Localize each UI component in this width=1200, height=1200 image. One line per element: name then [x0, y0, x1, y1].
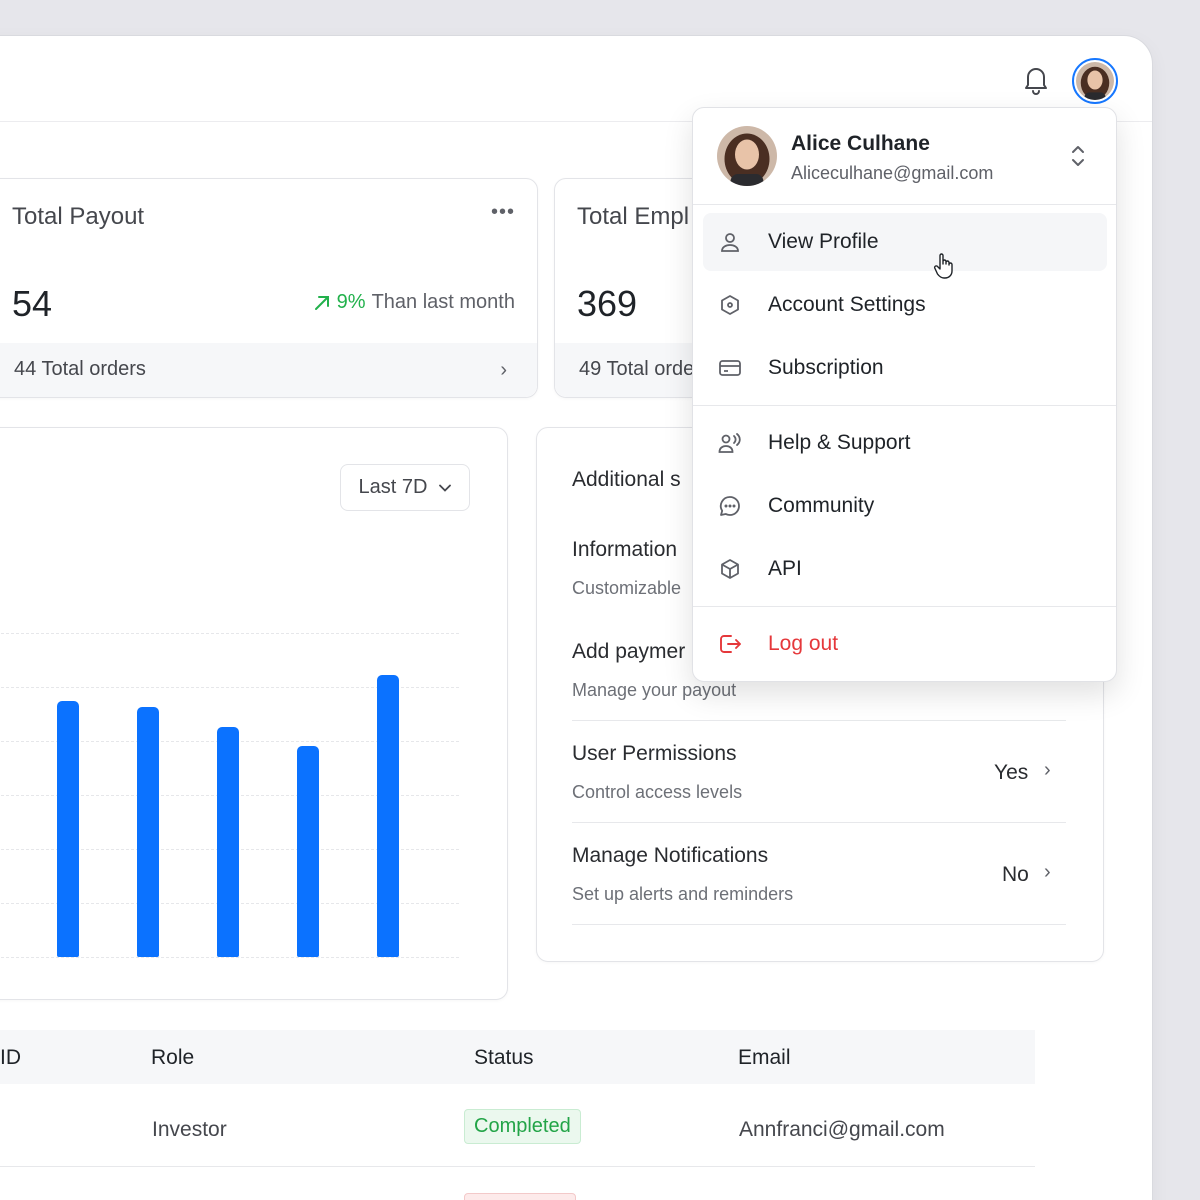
more-icon[interactable]: ••• [490, 201, 515, 223]
column-header[interactable]: Status [474, 1046, 534, 1069]
column-header[interactable]: Email [738, 1046, 791, 1069]
menu-item-view-profile[interactable]: View Profile [703, 213, 1107, 271]
grid-line [0, 687, 459, 688]
avatar [717, 126, 777, 186]
menu-item-label: Account Settings [768, 293, 926, 316]
divider [693, 204, 1116, 205]
chevron-right-icon[interactable]: › [1044, 759, 1051, 781]
menu-item-label: Help & Support [768, 431, 911, 454]
profile-dropdown: Alice Culhane Aliceculhane@gmail.com Vie… [692, 107, 1117, 682]
status-badge [464, 1193, 576, 1200]
total-payout-card: Total Payout ••• 54 9% Than last month 4… [0, 178, 538, 398]
support-icon [717, 430, 743, 456]
chevron-right-icon[interactable]: › [500, 359, 507, 381]
grid-line [0, 957, 459, 958]
column-header[interactable]: ID [0, 1046, 21, 1069]
divider [572, 822, 1066, 823]
logout-icon [717, 631, 743, 657]
trend-text: Than last month [371, 291, 515, 313]
chart-card [0, 427, 508, 1000]
setting-title: Information [572, 538, 678, 561]
menu-item-label: API [768, 557, 802, 580]
hand-cursor-icon [933, 252, 957, 280]
orders-count: 44 Total orders [14, 358, 146, 380]
settings-heading: Additional s [572, 468, 681, 491]
card-value: 54 [12, 283, 53, 324]
status-badge: Completed [464, 1109, 581, 1144]
chart-bar[interactable] [297, 746, 319, 957]
setting-title: User Permissions [572, 742, 737, 765]
cell-role: Investor [152, 1118, 227, 1141]
setting-subtitle: Manage your payout [572, 680, 737, 700]
cell-email: Annfranci@gmail.com [739, 1118, 945, 1141]
setting-value[interactable]: No [1002, 863, 1029, 886]
row-divider [0, 1166, 1035, 1167]
chevron-down-icon [439, 484, 452, 492]
trend-percent: 9% [336, 291, 366, 313]
menu-item-api[interactable]: API [703, 540, 1107, 598]
divider [693, 405, 1116, 406]
card-value: 369 [577, 283, 638, 324]
setting-title: Manage Notifications [572, 844, 769, 867]
card-footer[interactable]: 44 Total orders › [0, 343, 537, 397]
table-header [0, 1030, 1035, 1084]
setting-subtitle: Customizable [572, 578, 682, 598]
grid-line [0, 633, 459, 634]
period-select[interactable]: Last 7D [340, 464, 470, 511]
cube-icon [717, 556, 743, 582]
chart-bar[interactable] [377, 675, 399, 957]
card-title: Total Empl [577, 203, 690, 230]
arrow-up-right-icon [314, 295, 329, 310]
setting-subtitle: Set up alerts and reminders [572, 884, 794, 904]
setting-title: Add paymer [572, 640, 686, 663]
avatar[interactable] [1072, 58, 1118, 104]
menu-item-label: View Profile [768, 230, 879, 253]
chart-bar[interactable] [57, 701, 79, 957]
credit-card-icon [717, 355, 743, 381]
setting-subtitle: Control access levels [572, 782, 743, 802]
chart-bar[interactable] [217, 727, 239, 957]
menu-item-subscription[interactable]: Subscription [703, 339, 1107, 397]
divider [693, 606, 1116, 607]
settings-hex-icon [717, 292, 743, 318]
chart-bar[interactable] [137, 707, 159, 957]
column-header[interactable]: Role [151, 1046, 195, 1069]
menu-item-log-out[interactable]: Log out [703, 615, 1107, 673]
user-name: Alice Culhane [791, 132, 930, 155]
menu-item-label: Subscription [768, 356, 884, 379]
setting-value[interactable]: Yes [994, 761, 1029, 784]
period-label: Last 7D [358, 476, 428, 498]
trend-indicator: 9% Than last month [313, 291, 515, 314]
menu-item-label: Community [768, 494, 875, 517]
menu-item-help-support[interactable]: Help & Support [703, 414, 1107, 472]
user-icon [717, 229, 743, 255]
orders-count: 49 Total orde [579, 358, 695, 380]
menu-item-account-settings[interactable]: Account Settings [703, 276, 1107, 334]
top-bar [0, 36, 1152, 122]
divider [572, 924, 1066, 925]
menu-item-community[interactable]: Community [703, 477, 1107, 535]
chat-bubble-icon [717, 493, 743, 519]
divider [572, 720, 1066, 721]
user-email: Aliceculhane@gmail.com [791, 163, 994, 183]
bell-icon[interactable] [1020, 64, 1052, 96]
chevron-up-down-icon[interactable] [1067, 142, 1089, 170]
menu-item-label: Log out [768, 632, 839, 655]
card-title: Total Payout [12, 203, 145, 230]
chevron-right-icon[interactable]: › [1044, 861, 1051, 883]
